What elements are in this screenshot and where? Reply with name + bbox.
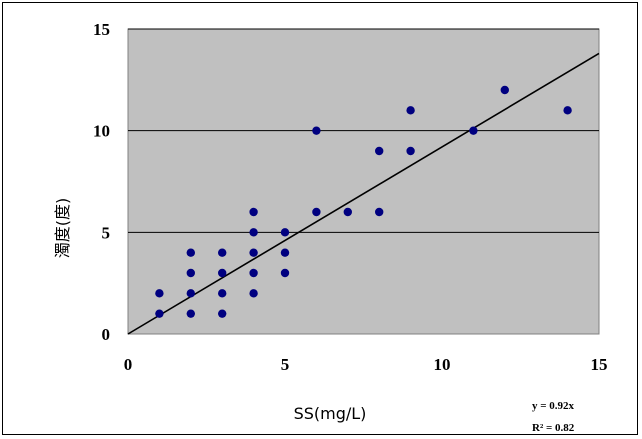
data-point [469,126,478,135]
data-point [375,207,384,217]
y-tick-label: 5 [102,223,111,242]
y-tick-label: 0 [102,325,111,344]
plot-area [127,28,600,335]
data-point [500,85,509,95]
data-point [280,228,290,237]
data-point [312,126,321,135]
data-point [186,309,195,318]
data-point [218,268,227,278]
y-tick-label: 15 [93,20,110,39]
data-point [155,309,164,318]
data-point [218,248,227,257]
data-point [249,248,258,257]
x-tick-label: 0 [124,355,133,374]
data-point [563,106,572,115]
data-point [186,268,195,278]
data-point [375,146,384,156]
x-axis-title: SS(mg/L) [294,404,367,423]
data-point [312,207,321,217]
trendline-equation: y = 0.92x [532,400,575,412]
data-point [249,207,258,217]
data-point [249,289,258,298]
data-point [249,228,258,237]
data-point [218,309,227,318]
data-point [406,146,415,156]
x-axis-ticks: 0 5 10 15 [124,355,608,374]
y-axis-title: 濁度(度) [53,198,72,259]
data-point [406,106,415,115]
x-tick-label: 15 [591,355,608,374]
data-point [280,248,290,257]
data-point [186,289,195,298]
data-point [186,248,195,257]
data-point [343,207,352,217]
data-points [155,85,572,318]
y-tick-label: 10 [93,122,110,141]
y-axis-ticks: 0 5 10 15 [93,20,110,344]
trendline [127,52,600,335]
r-squared-label: R² = 0.82 [532,422,575,434]
x-tick-label: 5 [281,355,290,374]
x-tick-label: 10 [434,355,451,374]
data-point [280,268,290,278]
data-point [249,268,258,278]
data-point [218,289,227,298]
data-point [155,289,164,298]
gridlines [128,28,599,233]
